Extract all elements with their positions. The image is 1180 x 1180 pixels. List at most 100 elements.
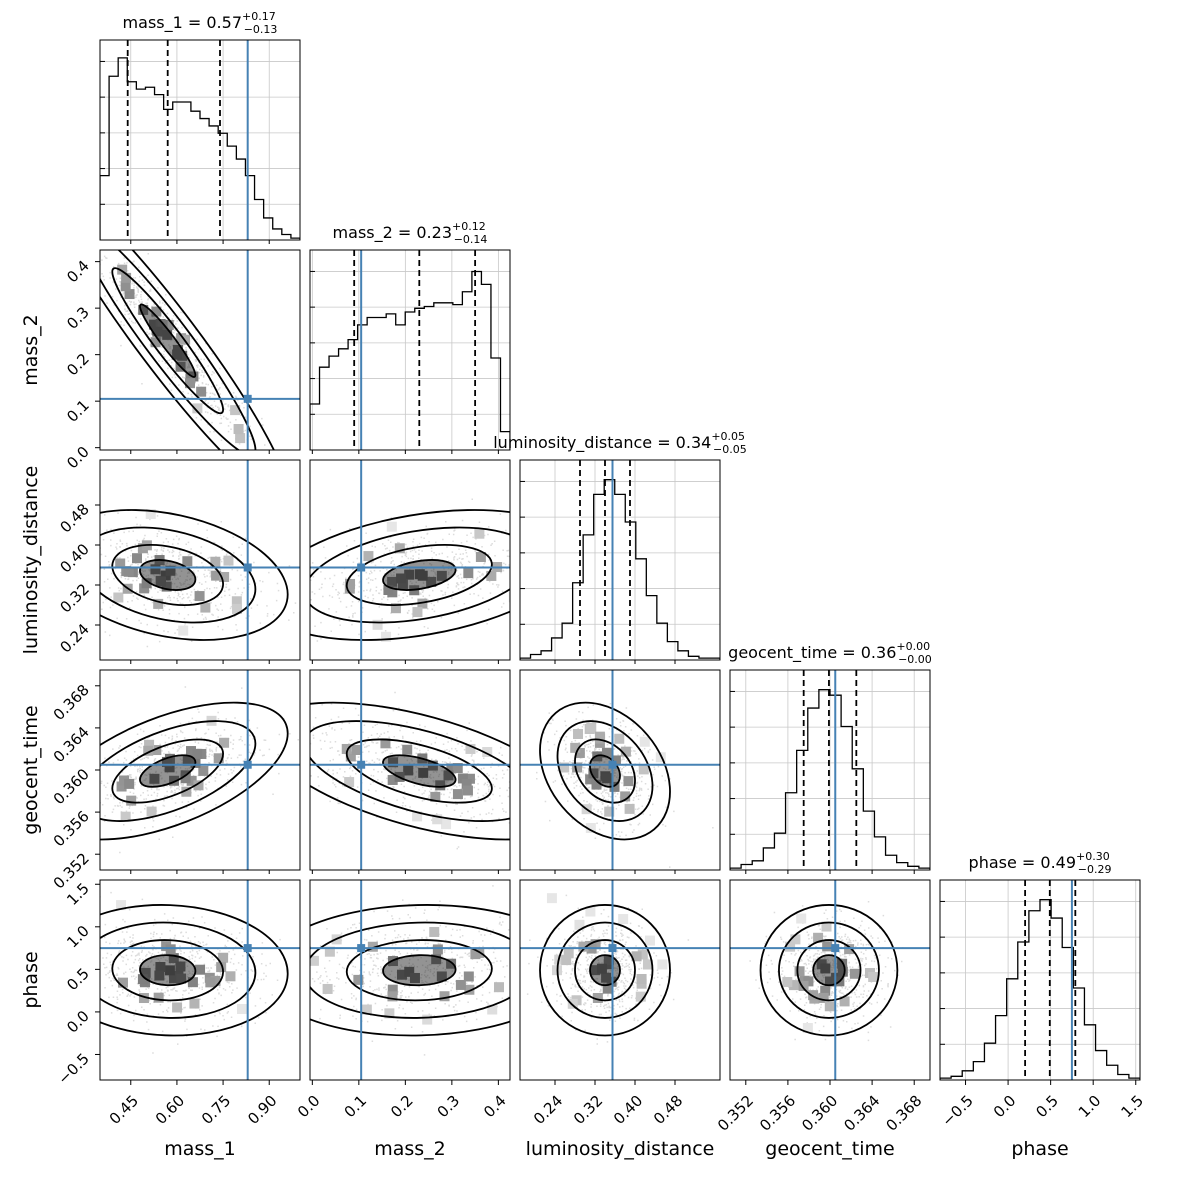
density-cell [387, 774, 398, 785]
panel-geocent_time-vs-mass_2 [310, 670, 510, 870]
density-cell [387, 991, 398, 1002]
density-cell [120, 281, 131, 292]
truth-marker [243, 944, 252, 953]
density-cell [796, 913, 807, 924]
title-mass_2: mass_2 = 0.23+0.12 −0.14 [333, 220, 488, 246]
density-cell [210, 556, 221, 567]
contour-line [574, 738, 636, 804]
x-tick-label: 0.0 [294, 1092, 324, 1122]
y-tick-label: 0.24 [56, 620, 92, 656]
histogram-luminosity_distance [520, 479, 720, 660]
density-cell [182, 556, 193, 567]
contour-line [111, 939, 224, 1002]
density-cell [822, 941, 833, 952]
contour-line [100, 720, 257, 822]
density-cell [567, 998, 578, 1009]
density-cell [390, 603, 401, 614]
density-cell [186, 775, 197, 786]
x-tick-label: 0.368 [882, 1092, 925, 1135]
density-cell [322, 983, 333, 994]
x-tick-label: 0.0 [990, 1092, 1020, 1122]
panel-luminosity_distance-vs-mass_1 [100, 460, 300, 660]
contour-line [345, 544, 493, 606]
density-cell [452, 763, 463, 774]
contour-line [111, 544, 224, 606]
contour-line [310, 720, 510, 822]
density-cell [310, 955, 319, 966]
density-cell [493, 982, 504, 993]
density-cell [585, 774, 596, 785]
density-cell [439, 991, 450, 1002]
density-cell [141, 578, 152, 589]
panel-geocent_time-vs-geocent_time [730, 670, 930, 870]
density-cell [324, 946, 335, 957]
density-cell [609, 781, 620, 792]
panel-phase-vs-mass_1 [100, 880, 300, 1080]
density-cell [196, 386, 207, 397]
density-cell [474, 528, 485, 539]
density-cell [233, 424, 244, 435]
density-cell [124, 289, 135, 300]
density-cell [172, 1002, 183, 1013]
density-cell [614, 733, 625, 744]
density-cell [586, 722, 597, 733]
density-cell [143, 745, 154, 756]
density-cell [578, 941, 589, 952]
truth-marker [243, 394, 252, 403]
density-cell [210, 975, 221, 986]
panel-phase-vs-geocent_time [730, 880, 930, 1080]
contour-line [345, 939, 493, 1002]
density-cell [486, 570, 497, 581]
panel-frame [309, 459, 511, 661]
density-cell [573, 728, 584, 739]
density-cell [120, 811, 131, 822]
x-tick-label: 0.45 [106, 1092, 142, 1128]
density-cell [187, 977, 198, 988]
density-cell [601, 747, 612, 758]
panel-frame [519, 459, 721, 661]
x-tick-label: 0.75 [198, 1092, 234, 1128]
density-cell [232, 603, 243, 614]
panel-mass_2-vs-mass_2 [310, 250, 510, 450]
contour-line [310, 526, 510, 624]
density-cell [193, 780, 204, 791]
density-cell [131, 553, 142, 564]
contour-line [796, 939, 862, 1002]
density-cell [186, 746, 197, 757]
density-cell [798, 980, 809, 991]
contour-line [759, 904, 899, 1037]
density-cell [151, 745, 162, 756]
density-cell [341, 743, 352, 754]
x-axis-label-mass_1: mass_1 [164, 1138, 236, 1160]
density-cell [639, 736, 650, 747]
density-cell [457, 773, 468, 784]
density-cell [124, 778, 135, 789]
density-cell [185, 378, 196, 389]
y-tick-label: 0.0 [63, 443, 93, 473]
x-tick-label: 0.40 [610, 1092, 646, 1128]
x-tick-label: 0.352 [714, 1092, 757, 1135]
truth-marker [243, 563, 252, 572]
y-tick-label: 0.3 [63, 303, 93, 333]
density-cell [116, 900, 127, 911]
density-cell [121, 272, 132, 283]
density-cell [523, 956, 533, 966]
density-cell [574, 919, 585, 930]
density-cell [165, 944, 176, 955]
density-cell [180, 773, 191, 784]
density-cell [790, 934, 801, 945]
panel-frame [99, 39, 301, 241]
density-cell [813, 932, 824, 943]
density-cell [394, 543, 405, 554]
density-cell [380, 738, 391, 749]
density-cell [351, 744, 362, 755]
contour-line [100, 904, 289, 1037]
histogram-mass_2 [310, 270, 510, 450]
density-cell [117, 264, 128, 275]
histogram-phase [940, 899, 1140, 1080]
contour-line [556, 921, 654, 1019]
contour-line [139, 954, 197, 987]
truth-marker [357, 563, 366, 572]
histogram-mass_1 [100, 57, 300, 240]
density-cell [116, 781, 127, 792]
